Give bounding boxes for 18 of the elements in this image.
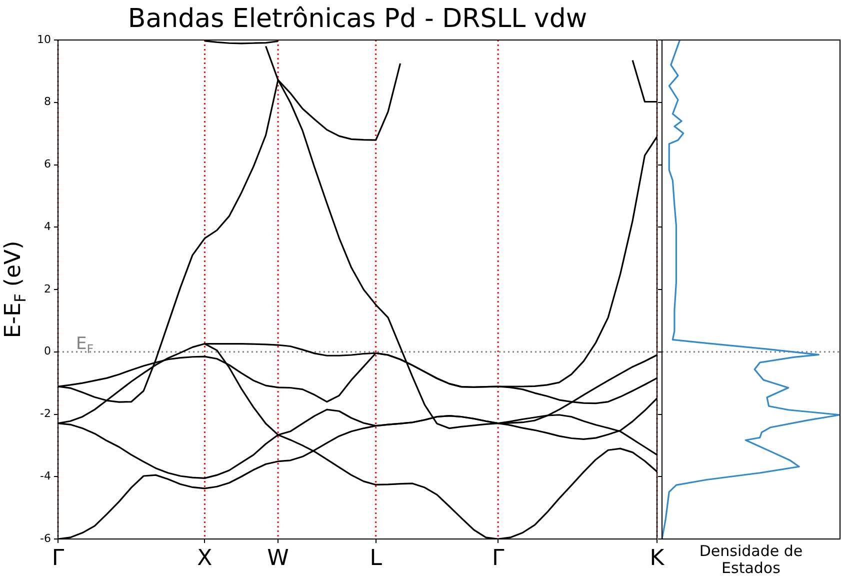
x-tick-label: Γ [492,546,505,571]
y-axis-title: E-EF (eV) [1,240,30,338]
y-tick-label: 4 [44,220,51,233]
x-tick-label: K [650,546,665,571]
x-tick-label: L [370,546,383,571]
y-tick-label: 2 [44,282,51,296]
y-tick-label: -6 [40,532,51,545]
x-tick-label: Γ [52,546,65,571]
x-tick-label: W [267,546,290,571]
x-axis-title: Densidade de Estados [698,542,804,577]
x-tick-label: X [197,546,212,571]
y-tick-label: -4 [40,469,51,482]
y-tick-label: -2 [40,407,51,420]
y-tick-label: 6 [44,158,51,171]
y-tick-label: 0 [44,344,51,358]
chart-title: Bandas Eletrônicas Pd - DRSLL vdw [126,4,588,34]
y-tick-label: 8 [44,95,51,108]
y-tick-label: 10 [37,32,51,46]
